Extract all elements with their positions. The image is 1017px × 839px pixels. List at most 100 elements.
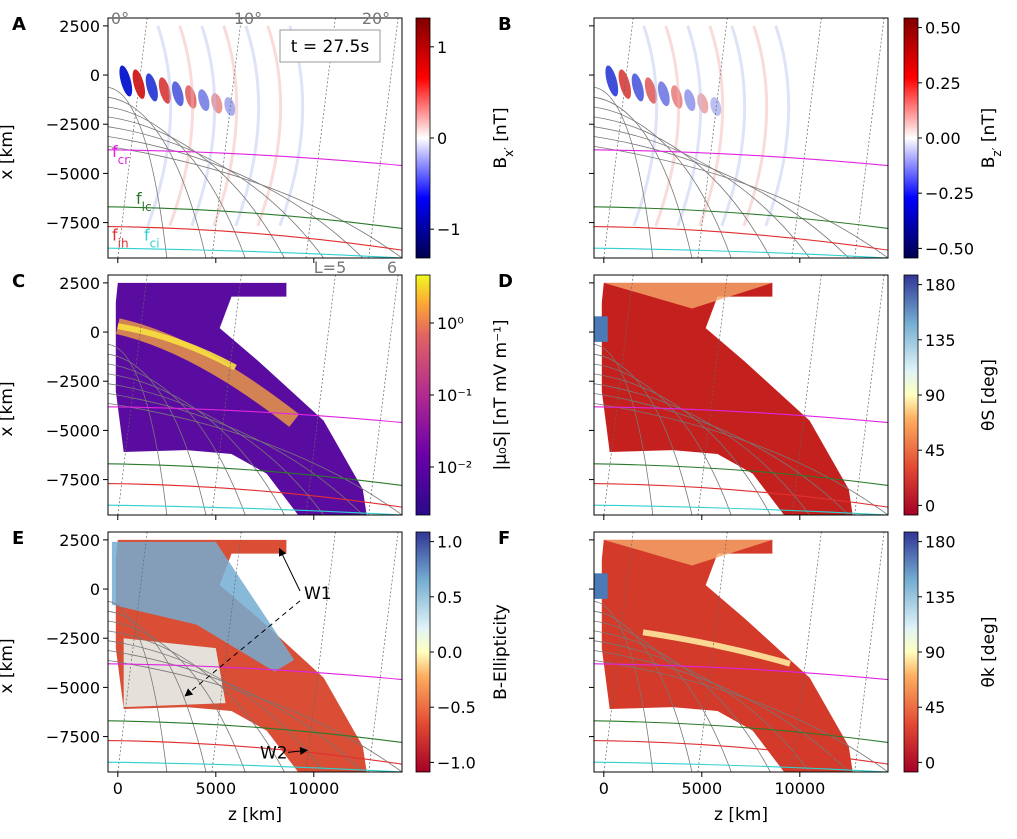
xtick-label: 10000 <box>774 779 825 798</box>
orange-top <box>603 282 773 309</box>
lshell-line <box>697 275 728 515</box>
cbar-tick-label: 10⁰ <box>437 314 464 333</box>
cbar-tick-label: 45 <box>925 698 945 717</box>
panel-letter: F <box>498 528 510 549</box>
cbar-tick-label: 0.00 <box>925 129 961 148</box>
field-line <box>594 116 771 258</box>
wave-ripple <box>676 25 703 227</box>
mlat-label: 0° <box>111 9 129 28</box>
wave-band <box>657 81 670 107</box>
wave-ripple <box>168 25 195 227</box>
wave-band <box>644 77 657 104</box>
colorbar <box>415 274 431 516</box>
lshell-label: 6 <box>387 258 397 277</box>
lshell-line <box>211 275 242 515</box>
colorbar-label-main: |μ₀S| [nT mV m⁻¹] <box>491 319 511 470</box>
colorbar-label-sub: x′ <box>502 147 516 157</box>
fcr-line <box>108 149 402 167</box>
field-line <box>594 373 771 515</box>
colorbar-label-sub: z′ <box>990 147 1004 156</box>
field-line <box>108 136 364 258</box>
fcr-label: fcr <box>112 142 129 167</box>
cbar-tick-label: 1.0 <box>437 533 462 552</box>
field-line <box>108 373 285 515</box>
lshell-line <box>697 18 728 258</box>
wave-band <box>631 73 644 102</box>
y-axis-label: x [km] <box>0 124 17 179</box>
wave-band <box>710 97 722 116</box>
yellow-streak <box>642 629 791 667</box>
fcr-label-sub: cr <box>118 153 130 167</box>
w1-label: W1 <box>304 584 332 604</box>
fci-label-sub: ci <box>150 236 160 250</box>
field-line <box>594 86 654 258</box>
flc-line <box>108 463 402 487</box>
field-line <box>594 96 693 258</box>
y-axis-label: x [km] <box>0 638 17 693</box>
field-line <box>108 86 168 258</box>
wave-band <box>145 73 158 102</box>
field-line <box>108 393 364 515</box>
field-line <box>108 106 246 258</box>
cbar-tick-label: 180 <box>925 276 956 295</box>
axes-frame <box>107 17 403 259</box>
wave-ripple <box>698 25 725 227</box>
cbar-tick-label: 1 <box>437 38 447 57</box>
plot-area <box>108 275 402 515</box>
colorbar-label-main: B <box>979 157 999 169</box>
fcr-line <box>594 149 888 167</box>
ytick-label: −2500 <box>46 629 100 648</box>
colorbar-label: |μ₀S| [nT mV m⁻¹] <box>491 319 511 470</box>
colorbar-label-main: θS [deg] <box>979 359 999 431</box>
colorbar-label: Bz′ [nT] <box>979 108 1004 169</box>
w1-dashed-arrow <box>184 600 301 697</box>
mlat-label: 20° <box>362 9 390 28</box>
wave-band <box>185 85 197 109</box>
plot-area <box>108 532 402 772</box>
cbar-tick-label: −0.25 <box>925 184 974 203</box>
fci-line <box>594 504 888 515</box>
lshell-line <box>117 275 148 515</box>
wave-ripple <box>654 25 681 227</box>
w2-arrow <box>287 747 308 755</box>
xtick-label: 5000 <box>681 779 722 798</box>
cbar-tick-label: 135 <box>925 331 956 350</box>
fih-line <box>108 739 402 765</box>
wave-band <box>211 93 223 114</box>
colorbar <box>415 531 431 773</box>
fcr-line <box>108 406 402 424</box>
w2-label: W2 <box>260 743 288 763</box>
fcr-line <box>108 663 402 681</box>
wave-band <box>697 93 709 114</box>
wave-band <box>605 65 619 97</box>
region-fill <box>115 282 367 515</box>
wave-band <box>684 89 696 112</box>
lshell-line <box>603 532 634 772</box>
x-axis-label: z [km] <box>228 805 282 825</box>
panel-A: A 2500 0 −2500 −5000 −7500 x [km] 1 0 −1 Bx′ [nT] 0… <box>0 9 516 263</box>
field-line <box>108 343 168 515</box>
fih-line <box>594 739 888 765</box>
ytick-label: −7500 <box>46 728 100 747</box>
time-box <box>279 29 381 63</box>
fih-line <box>108 482 402 508</box>
orange-top <box>603 539 773 566</box>
field-line <box>594 145 888 258</box>
cbar-tick-label: 180 <box>925 533 956 552</box>
fih-label-main: f <box>112 225 118 244</box>
panel-letter: D <box>498 271 513 292</box>
field-line <box>108 650 364 772</box>
flux-core <box>117 323 237 371</box>
field-line <box>594 106 732 258</box>
lshell-line <box>368 275 399 515</box>
colorbar <box>903 531 919 773</box>
panel-E: E 2500 0 −2500 −5000 −7500 x [km] 0 5000 10000 z [… <box>0 528 511 825</box>
cbar-tick-label: 0.0 <box>437 643 462 662</box>
pale-region <box>123 638 226 708</box>
panel-C: C 2500 0 −2500 −5000 −7500 x [km] 10⁰ 10⁻¹ 10⁻² |μ… <box>0 258 511 520</box>
lshell-line <box>211 18 242 258</box>
field-line <box>594 343 654 515</box>
cbar-tick-label: 10⁻² <box>437 458 472 477</box>
cbar-tick-label: 0.25 <box>925 74 961 93</box>
colorbar-label-main: B-Ellipticity <box>491 604 511 700</box>
